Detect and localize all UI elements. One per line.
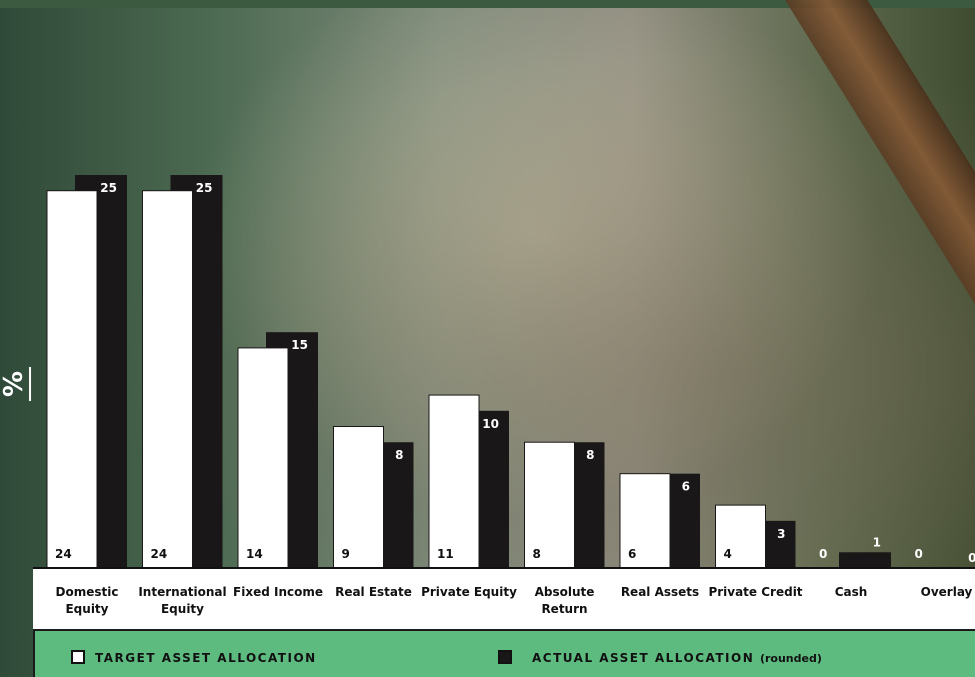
bar bbox=[715, 504, 766, 569]
value-label: 24 bbox=[151, 547, 168, 561]
bar bbox=[237, 347, 289, 569]
value-label: 8 bbox=[533, 547, 541, 561]
value-label: 15 bbox=[291, 338, 308, 352]
bar bbox=[142, 190, 193, 569]
x-tick-label: Overlay bbox=[920, 585, 973, 599]
value-label: 24 bbox=[55, 547, 72, 561]
x-tick-label: Domestic Equity bbox=[55, 585, 119, 616]
x-tick-label: Absolute Return bbox=[534, 585, 595, 616]
value-label: 25 bbox=[196, 181, 213, 195]
value-label: 9 bbox=[342, 547, 350, 561]
legend: TARGET ASSET ALLOCATION ACTUAL ASSET ALL… bbox=[33, 629, 975, 677]
legend-label: ACTUAL ASSET ALLOCATION (rounded) bbox=[532, 650, 822, 667]
bar bbox=[333, 426, 384, 569]
top-bar bbox=[0, 0, 975, 8]
x-tick-label: International Equity bbox=[138, 585, 227, 616]
value-label: 6 bbox=[628, 547, 636, 561]
bar bbox=[524, 441, 575, 569]
value-label: 8 bbox=[586, 448, 594, 462]
legend-swatch bbox=[498, 650, 512, 664]
value-label: 8 bbox=[395, 448, 403, 462]
value-label: 25 bbox=[100, 181, 117, 195]
value-label: 3 bbox=[777, 527, 785, 541]
x-tick-label: Real Estate bbox=[335, 585, 412, 599]
x-tick-label: Real Assets bbox=[620, 585, 700, 599]
value-label: 0 bbox=[968, 551, 975, 565]
bar bbox=[428, 394, 480, 569]
category-band bbox=[33, 569, 975, 629]
value-label: 14 bbox=[246, 547, 263, 561]
x-tick-label: Private Equity bbox=[421, 585, 517, 599]
value-label: 0 bbox=[915, 547, 923, 561]
x-tick-label: Private Credit bbox=[708, 585, 803, 599]
value-label: 4 bbox=[724, 547, 732, 561]
value-label: 0 bbox=[819, 547, 827, 561]
value-label: 1 bbox=[873, 535, 881, 549]
legend-label: TARGET ASSET ALLOCATION bbox=[95, 651, 317, 665]
value-label: 11 bbox=[437, 547, 454, 561]
value-label: 10 bbox=[482, 417, 499, 431]
legend-label: ACTUAL ASSET ALLOCATION bbox=[532, 651, 755, 665]
bar bbox=[619, 473, 671, 569]
legend-swatch bbox=[71, 650, 85, 664]
legend-note: (rounded) bbox=[759, 652, 822, 665]
x-tick-label: Fixed Income bbox=[233, 585, 323, 599]
value-label: 6 bbox=[682, 480, 690, 494]
bar bbox=[839, 552, 891, 568]
bar bbox=[46, 190, 98, 569]
x-tick-label: Cash bbox=[834, 585, 868, 599]
